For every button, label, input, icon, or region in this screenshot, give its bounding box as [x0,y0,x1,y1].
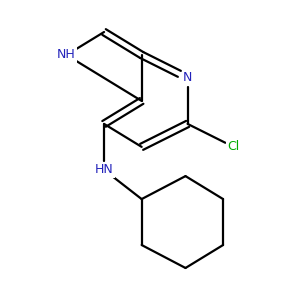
Text: Cl: Cl [227,140,240,153]
Text: HN: HN [95,163,113,176]
Text: N: N [183,71,192,85]
Text: NH: NH [57,49,76,62]
